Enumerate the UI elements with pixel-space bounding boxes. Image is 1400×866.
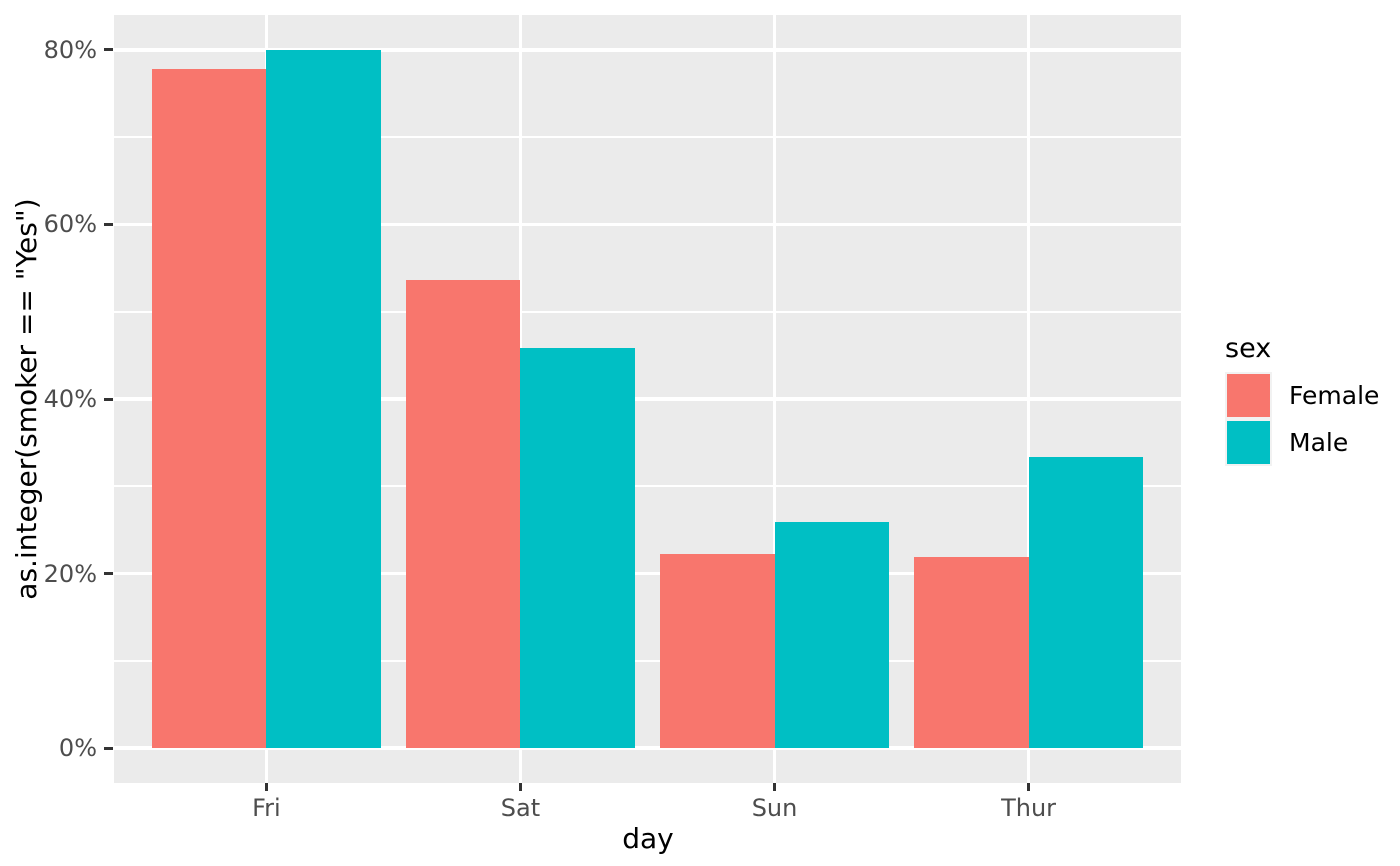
legend-swatch-female [1227, 374, 1270, 418]
legend-items: Female Male [1225, 372, 1380, 467]
legend-key [1225, 419, 1272, 467]
bar-sun-female [660, 554, 775, 749]
x-tick-label: Sat [500, 794, 541, 822]
bar-thur-male [1028, 457, 1143, 749]
x-tick-label: Thur [1001, 794, 1057, 822]
y-tick-mark [104, 746, 113, 750]
legend-title: sex [1225, 333, 1272, 364]
x-tick-label: Fri [252, 794, 281, 822]
gridline-major-horizontal [114, 222, 1181, 227]
gridline-major-vertical [1026, 15, 1031, 783]
gridline-major-horizontal [114, 746, 1181, 750]
x-tick-mark [1027, 783, 1031, 791]
gridline-major-vertical [772, 15, 777, 783]
gridline-minor-horizontal [114, 310, 1181, 313]
x-tick-mark [264, 783, 268, 791]
y-tick-label: 80% [43, 35, 97, 64]
x-tick-label: Sun [751, 794, 798, 822]
legend-label: Female [1289, 381, 1380, 411]
gridline-minor-horizontal [114, 136, 1181, 139]
y-tick-label: 60% [43, 210, 97, 239]
gridline-major-horizontal [114, 571, 1181, 576]
x-tick-mark [773, 783, 777, 791]
legend: sex Female Male [1225, 333, 1380, 467]
x-tick-mark [518, 783, 522, 791]
y-tick-mark [104, 222, 113, 226]
plot-panel [114, 15, 1181, 783]
gridline-minor-horizontal [114, 485, 1181, 488]
bar-sat-female [406, 280, 521, 749]
bar-sat-male [520, 348, 635, 749]
legend-key [1225, 372, 1272, 420]
gridline-minor-horizontal [114, 659, 1181, 662]
y-tick-label: 40% [43, 385, 97, 413]
y-tick-mark [104, 572, 113, 576]
bar-thur-female [914, 556, 1029, 749]
y-tick-label: 20% [43, 559, 97, 588]
legend-label: Male [1289, 428, 1349, 458]
bar-sun-male [774, 522, 889, 749]
bar-fri-female [152, 69, 267, 749]
legend-item-female: Female [1225, 372, 1380, 420]
y-tick-label: 0% [58, 734, 97, 763]
gridline-major-horizontal [114, 397, 1181, 401]
legend-item-male: Male [1225, 419, 1379, 467]
y-tick-mark [104, 48, 113, 52]
y-tick-mark [104, 397, 113, 401]
legend-swatch-male [1227, 421, 1270, 465]
bar-fri-male [266, 49, 381, 749]
x-axis-title: day [622, 822, 674, 855]
gridline-major-horizontal [114, 48, 1181, 52]
